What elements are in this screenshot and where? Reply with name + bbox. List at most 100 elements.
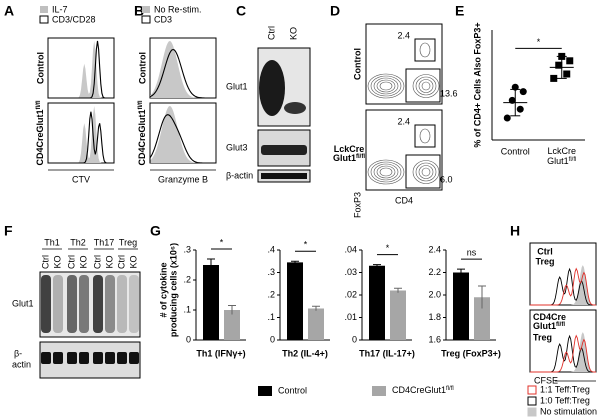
contour — [379, 167, 393, 177]
x-axis-label: Th17 (IL-17+) — [359, 348, 415, 358]
row-label: Ctrl — [537, 246, 553, 256]
band — [129, 275, 139, 333]
panel-letter: A — [4, 3, 14, 19]
gate-value: 2.4 — [397, 116, 410, 126]
band — [53, 275, 63, 333]
contour — [370, 161, 402, 183]
contour — [373, 77, 399, 95]
histogram — [530, 265, 596, 305]
band — [129, 352, 139, 364]
text-line: CD4CreGlut1 — [137, 109, 147, 165]
text-line: CD4CreGlut1 — [392, 385, 446, 395]
legend-label: CD3/CD28 — [52, 14, 96, 24]
point — [555, 61, 563, 69]
band — [284, 102, 306, 114]
bar — [474, 297, 490, 340]
histogram — [149, 49, 216, 99]
band — [117, 352, 127, 364]
y-tick-label: .01 — [344, 312, 357, 322]
lane-label: Ctrl — [40, 255, 50, 269]
panel-letter: E — [455, 3, 464, 19]
row-label: CD4CreGlut1fl/fl — [35, 100, 45, 165]
legend-label: No Re-stim. — [154, 4, 202, 14]
y-axis-label: producing cells (x10⁶) — [168, 243, 178, 337]
y-axis-label: # of cytokine — [158, 262, 168, 317]
blot-label: Glut3 — [226, 142, 248, 152]
plot-frame — [365, 23, 443, 105]
lane-label: KO — [104, 255, 114, 268]
legend-swatch — [258, 386, 272, 396]
x-axis-label: CFSE — [534, 375, 558, 385]
y-tick-label: .04 — [344, 244, 357, 254]
gate — [405, 68, 441, 103]
contour — [370, 75, 402, 97]
lane-label: KO — [52, 255, 62, 268]
band — [93, 275, 103, 333]
x-axis-label: Th2 (IL-4+) — [282, 348, 328, 358]
axis-label: FoxP3 — [352, 192, 362, 218]
band — [105, 352, 115, 364]
point — [563, 70, 571, 78]
lane-label: Ctrl — [92, 255, 102, 269]
legend-label: CD3 — [154, 14, 172, 24]
gate-value: 13.6 — [440, 88, 458, 98]
histogram — [48, 111, 114, 164]
histogram — [530, 332, 596, 372]
blot-label: Glut1 — [12, 298, 34, 308]
y-tick-label: .1 — [267, 312, 275, 322]
gate-value: 2.4 — [397, 30, 410, 40]
superscript: fl/fl — [556, 322, 565, 328]
row-label: Control — [35, 52, 45, 84]
point — [550, 74, 558, 82]
band — [261, 173, 307, 179]
band — [53, 352, 63, 364]
y-tick-label: .2 — [267, 289, 275, 299]
lane-label: KO — [128, 255, 138, 268]
point — [503, 114, 511, 122]
row-label: LckCre Glut1fl/fl — [333, 144, 365, 163]
histogram — [530, 334, 596, 373]
contour — [367, 73, 405, 99]
gate — [414, 38, 436, 62]
band — [117, 275, 127, 333]
plot-frame — [365, 109, 443, 191]
contour — [418, 165, 434, 179]
panel-letter: H — [510, 223, 520, 239]
blot — [39, 271, 141, 338]
band — [67, 275, 77, 333]
legend-label: No stimulation — [540, 406, 597, 416]
row-label: Treg — [535, 256, 554, 266]
panel-letter: C — [236, 3, 246, 19]
band — [259, 60, 285, 116]
bar — [203, 265, 219, 340]
band — [93, 352, 103, 364]
bar — [369, 265, 385, 340]
y-tick-label: 1.6 — [428, 334, 441, 344]
x-axis-label: Granzyme B — [158, 174, 208, 184]
contour — [376, 79, 396, 93]
panel-letter: G — [150, 223, 161, 239]
text-line: Glut1 — [333, 153, 356, 163]
x-axis-label: Th1 (IFNγ+) — [196, 348, 245, 358]
contour — [415, 76, 437, 96]
group-label: Th2 — [70, 237, 86, 247]
row-label: Treg — [533, 332, 552, 342]
y-tick-label: .1 — [183, 304, 191, 314]
bar — [287, 262, 303, 340]
text-line: CD4CreGlut1 — [35, 109, 45, 165]
superscript: fl/fl — [356, 154, 365, 160]
point — [519, 88, 527, 96]
y-tick-label: .3 — [183, 244, 191, 254]
gate — [405, 154, 441, 189]
lane-label: Ctrl — [266, 26, 276, 40]
x-axis-label: Treg (FoxP3+) — [441, 348, 501, 358]
legend-swatch — [141, 15, 151, 24]
plot-frame — [47, 37, 115, 99]
panel-letter: F — [4, 223, 13, 239]
contour — [421, 167, 431, 177]
x-tick-label: LckCre Glut1fl/fl — [547, 146, 576, 166]
y-tick-label: 2.2 — [428, 267, 441, 277]
superscript: fl/fl — [446, 386, 454, 392]
legend-swatch — [142, 6, 150, 13]
